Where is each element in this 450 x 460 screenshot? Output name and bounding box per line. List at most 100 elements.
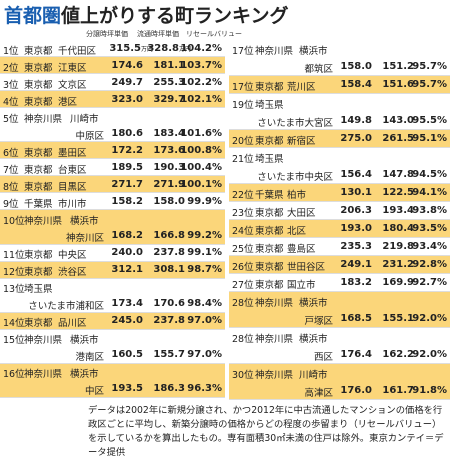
rank: 7位 [3,164,19,176]
ward: 豊島区 [287,244,316,255]
resale-value: 99.2% [187,230,222,242]
resale-value: 92.8% [412,259,447,270]
sale-price: 158.2 [111,195,143,207]
ward: 西区 [313,352,333,363]
ward: 墨田区 [58,147,87,159]
ranking-row: 15位 神奈川県 横浜市 港南区 160.5 155.7 97.0% [0,330,225,364]
sale-price: 245.0 [111,315,143,327]
sale-price: 180.6 [111,127,143,139]
rank: 5位 [3,113,19,125]
ranking-row: 9位 千葉県 市川市 158.2 158.0 99.9% [0,193,225,211]
rank: 19位 [232,100,254,111]
ranking-row: 1位 東京都 千代田区 315.5万円 328.8万円 104.2% [0,40,225,58]
column-header: リセールバリュー [186,30,242,38]
ranking-row: 27位 東京都 国立市 183.2 169.9 92.7% [229,274,450,292]
unit: 万円 [178,45,191,53]
prefecture: 神奈川県 [24,335,63,347]
resale-value: 100.4% [180,161,222,173]
city: 横浜市 [299,46,328,57]
resale-price: 190.3 [153,161,185,173]
prefecture: 埼玉県 [255,154,284,165]
resale-value: 97.0% [187,349,222,361]
resale-price: 161.7 [382,385,414,396]
rank: 28位 [232,298,254,309]
sale-price: 193.0 [340,223,372,234]
sale-price: 160.5 [111,349,143,361]
ward: 千代田区 [58,45,97,57]
resale-value: 95.5% [412,115,447,126]
city: 横浜市 [299,334,328,345]
ranking-row: 25位 東京都 豊島区 235.3 219.8 93.4% [229,238,450,256]
resale-price: 158.0 [153,195,185,207]
ranking-row: 20位 東京都 新宿区 275.0 261.5 95.1% [229,130,450,148]
rank: 11位 [3,250,25,262]
resale-price: 162.2 [382,349,414,360]
ward: 北区 [287,226,307,237]
ranking-row: 22位 千葉県 柏市 130.1 122.5 94.1% [229,184,450,202]
sale-price: 149.8 [340,115,372,126]
ranking-row: 17位 神奈川県 横浜市 都筑区 158.0 151.2 95.7% [229,40,450,76]
resale-value: 101.6% [180,127,222,139]
prefecture: 東京都 [24,96,53,108]
sale-price: 168.2 [111,230,143,242]
ward: 大田区 [287,208,316,219]
ranking-row: 12位 東京都 渋谷区 312.1 308.1 98.7% [0,261,225,279]
resale-price: 271.9 [153,178,185,190]
resale-price: 180.4 [382,223,414,234]
prefecture: 東京都 [255,208,284,219]
ranking-row: 16位 神奈川県 横浜市 中区 193.5 186.3 96.3% [0,363,225,398]
prefecture: 東京都 [24,164,53,176]
prefecture: 千葉県 [24,198,53,210]
prefecture: 東京都 [255,136,284,147]
resale-price: 155.1 [382,313,414,324]
resale-value: 91.8% [412,385,447,396]
prefecture: 東京都 [24,250,53,262]
column-header: 流通時坪単価 [137,30,179,38]
rank: 15位 [3,335,25,347]
sale-price: 275.0 [340,133,372,144]
resale-price: 328.8万円 [147,43,191,54]
prefecture: 東京都 [24,79,53,91]
prefecture: 東京都 [255,262,284,273]
rank: 10位 [3,215,25,227]
ranking-row: 3位 東京都 文京区 249.7 255.3 102.2% [0,74,225,92]
prefecture: 埼玉県 [24,284,53,296]
resale-price: 155.7 [153,349,185,361]
resale-price: 329.7 [153,93,185,105]
ward: 世田谷区 [287,262,326,273]
prefecture: 神奈川県 [255,298,294,309]
sale-price: 168.5 [340,313,372,324]
rank: 30位 [232,370,254,381]
ranking-row: 11位 東京都 中央区 240.0 237.8 99.1% [0,245,225,262]
ranking-row: 5位 神奈川県 川崎市 中原区 180.6 183.4 101.6% [0,108,225,143]
sale-price: 130.1 [340,187,372,198]
resale-price: 193.4 [382,205,414,216]
resale-value: 92.7% [412,277,447,288]
prefecture: 千葉県 [255,190,284,201]
rank: 14位 [3,318,25,330]
prefecture: 東京都 [24,267,53,279]
prefecture: 神奈川県 [24,113,63,125]
resale-price: 147.8 [382,169,414,180]
resale-price: 237.8 [153,247,185,259]
ranking-row: 6位 東京都 墨田区 172.2 173.6 100.8% [0,142,225,160]
rank: 22位 [232,190,254,201]
sale-price: 183.2 [340,277,372,288]
ward: 荒川区 [287,82,316,93]
price-number: 328.8 [147,42,179,54]
prefecture: 東京都 [255,226,284,237]
ward: 戸塚区 [304,316,333,327]
prefecture: 東京都 [255,280,284,291]
city: 川崎市 [70,113,99,125]
rank: 8位 [3,181,19,193]
city: 横浜市 [299,298,328,309]
sale-price: 158.4 [340,79,372,90]
sale-price: 176.4 [340,349,372,360]
ranking-row: 2位 東京都 江東区 174.6 181.1 103.7% [0,57,225,75]
sale-price: 173.4 [111,298,143,310]
prefecture: 神奈川県 [24,215,63,227]
title-main: 値上がりする町ランキング [61,5,289,27]
resale-value: 93.4% [412,241,447,252]
resale-price: 151.6 [382,79,414,90]
resale-value: 100.1% [180,178,222,190]
